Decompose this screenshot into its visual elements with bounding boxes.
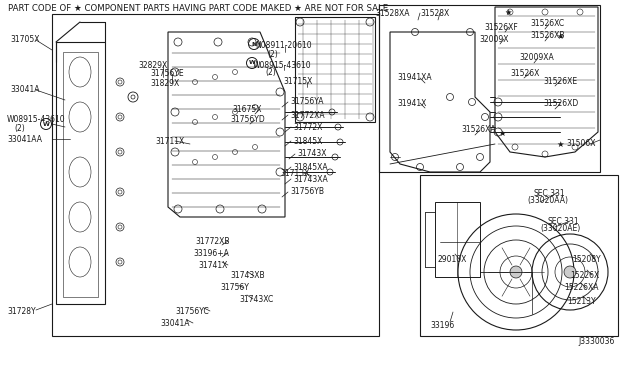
Bar [435, 202, 480, 277]
Bar [63, 52, 98, 297]
Text: SEC.331: SEC.331 [533, 189, 564, 198]
Text: 33196+A: 33196+A [193, 248, 229, 257]
Text: 31756YB: 31756YB [290, 187, 324, 196]
Text: 31711X: 31711X [155, 137, 184, 145]
Bar [52, 14, 379, 336]
Text: ★: ★ [556, 140, 564, 148]
Text: 29010X: 29010X [437, 256, 467, 264]
Text: 32009XA: 32009XA [519, 54, 554, 62]
Text: 15208Y: 15208Y [572, 254, 600, 263]
Text: 31526XB: 31526XB [530, 32, 564, 41]
Text: 31756YC: 31756YC [175, 307, 209, 315]
Text: 31528XA: 31528XA [375, 9, 410, 17]
Text: 31526XF: 31526XF [484, 22, 518, 32]
Circle shape [510, 266, 522, 278]
Text: 31756Y: 31756Y [220, 283, 249, 292]
Text: 31845X: 31845X [293, 137, 323, 145]
Text: 31845XA: 31845XA [293, 163, 328, 171]
Text: (2): (2) [265, 68, 276, 77]
Text: 31756YA: 31756YA [290, 97, 323, 106]
Text: W: W [248, 61, 255, 65]
Text: 31743XB: 31743XB [230, 272, 264, 280]
Text: 31526XC: 31526XC [530, 19, 564, 29]
Text: (33020AA): (33020AA) [527, 196, 568, 205]
Text: 31756YD: 31756YD [230, 115, 265, 125]
Bar [420, 175, 618, 336]
Text: (2): (2) [14, 124, 25, 132]
Bar [379, 5, 600, 172]
Text: 31506X: 31506X [566, 140, 595, 148]
Circle shape [564, 266, 576, 278]
Text: 15226XA: 15226XA [564, 283, 598, 292]
Text: J3330036: J3330036 [578, 337, 614, 346]
Text: 31715X: 31715X [283, 77, 312, 87]
Text: 15213Y: 15213Y [567, 296, 596, 305]
Text: 32829X: 32829X [138, 61, 167, 70]
Text: ★: ★ [556, 32, 564, 41]
Text: 31772X: 31772X [293, 122, 323, 131]
Text: 31772XA: 31772XA [290, 110, 324, 119]
Text: PART CODE OF ★ COMPONENT PARTS HAVING PART CODE MAKED ★ ARE NOT FOR SALE: PART CODE OF ★ COMPONENT PARTS HAVING PA… [8, 4, 388, 13]
Text: 31743XC: 31743XC [239, 295, 273, 304]
Text: 31526XD: 31526XD [543, 99, 579, 109]
Text: 31713X: 31713X [280, 169, 309, 177]
Text: ★: ★ [499, 128, 506, 138]
Text: 31526XA: 31526XA [461, 125, 495, 135]
Text: 31829X: 31829X [150, 78, 179, 87]
Text: 31528X: 31528X [420, 9, 449, 17]
Text: 33041A: 33041A [160, 318, 189, 327]
Text: (2): (2) [267, 51, 278, 60]
Text: 31743X: 31743X [297, 150, 326, 158]
Text: (33020AE): (33020AE) [540, 224, 580, 234]
Text: 33041AA: 33041AA [7, 135, 42, 144]
Text: 31705X: 31705X [10, 35, 40, 45]
Text: 31756YE: 31756YE [150, 70, 184, 78]
Text: W08915-43610: W08915-43610 [7, 115, 66, 125]
Text: 31526XE: 31526XE [543, 77, 577, 86]
Text: 31743XA: 31743XA [293, 174, 328, 183]
Text: 33041A: 33041A [10, 86, 40, 94]
Text: 31772XB: 31772XB [195, 237, 230, 246]
Text: 31526X: 31526X [510, 68, 540, 77]
Text: 15226X: 15226X [570, 270, 599, 279]
Text: ★: ★ [504, 7, 512, 16]
Text: N: N [252, 42, 257, 46]
Text: W: W [43, 122, 49, 126]
Text: 32009X: 32009X [479, 35, 509, 44]
Text: N08911-20610: N08911-20610 [255, 42, 312, 51]
Text: 33196: 33196 [430, 321, 454, 330]
Text: 31941X: 31941X [397, 99, 426, 108]
Bar [295, 17, 375, 122]
Bar [56, 42, 105, 304]
Text: 31728Y: 31728Y [7, 308, 36, 317]
Text: 31741X: 31741X [198, 260, 227, 269]
Text: W08915-43610: W08915-43610 [253, 61, 312, 70]
Text: 31675X: 31675X [232, 105, 262, 113]
Text: 31941XA: 31941XA [397, 74, 431, 83]
Text: SEC.331: SEC.331 [547, 217, 579, 225]
